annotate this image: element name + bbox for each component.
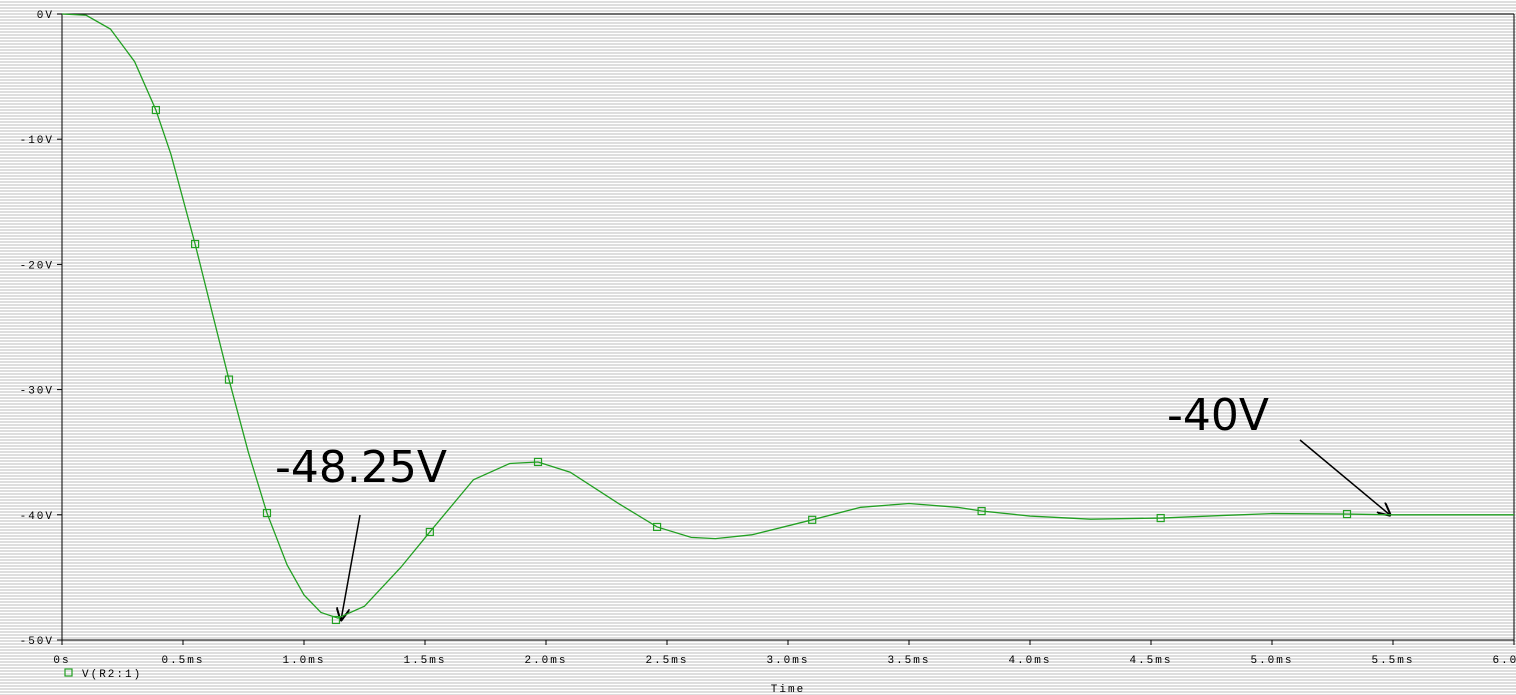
y-tick-label: 0V: [37, 10, 54, 22]
legend-swatch: [64, 668, 73, 677]
x-tick-label: 4.0ms: [1008, 655, 1051, 667]
y-tick-label: -30V: [20, 386, 54, 398]
x-tick-label: 5.0ms: [1250, 655, 1293, 667]
x-tick-label: 3.5ms: [887, 655, 930, 667]
series-marker: [1156, 513, 1165, 523]
series-marker: [191, 239, 200, 249]
x-tick-label: 1.5ms: [403, 655, 446, 667]
series-marker: [808, 515, 817, 524]
x-axis-label: Time: [771, 684, 805, 695]
series-marker: [425, 527, 434, 537]
annotation-arrow: [1299, 439, 1390, 515]
x-tick-label: 5.5ms: [1371, 655, 1414, 667]
series-marker: [652, 522, 662, 532]
y-tick-label: -10V: [20, 135, 54, 147]
series-marker: [1342, 509, 1352, 519]
series-marker: [977, 506, 986, 516]
x-tick-label: 3.0ms: [766, 655, 809, 667]
x-tick-label: 1.0ms: [282, 655, 325, 667]
annotation: -40V: [1167, 390, 1269, 441]
legend-label: V(R2:1): [82, 669, 142, 681]
x-tick-label: 6.0ms: [1492, 655, 1516, 667]
y-tick-label: -20V: [20, 260, 54, 272]
x-tick-label: 2.5ms: [645, 655, 688, 667]
series-marker: [262, 508, 272, 518]
x-tick-label: 2.0ms: [524, 655, 567, 667]
y-tick-label: -40V: [20, 511, 54, 523]
x-tick-label: 0s: [53, 655, 70, 667]
series-marker: [224, 375, 234, 384]
annotation-arrow: [341, 514, 361, 620]
series-marker: [533, 457, 543, 467]
x-tick-label: 4.5ms: [1129, 655, 1172, 667]
series-line: [61, 13, 1514, 619]
annotation: -48.25V: [275, 442, 447, 493]
y-tick-label: -50V: [20, 636, 54, 648]
series-marker: [331, 615, 341, 625]
x-tick-label: 0.5ms: [161, 655, 204, 667]
series-marker: [151, 105, 160, 115]
